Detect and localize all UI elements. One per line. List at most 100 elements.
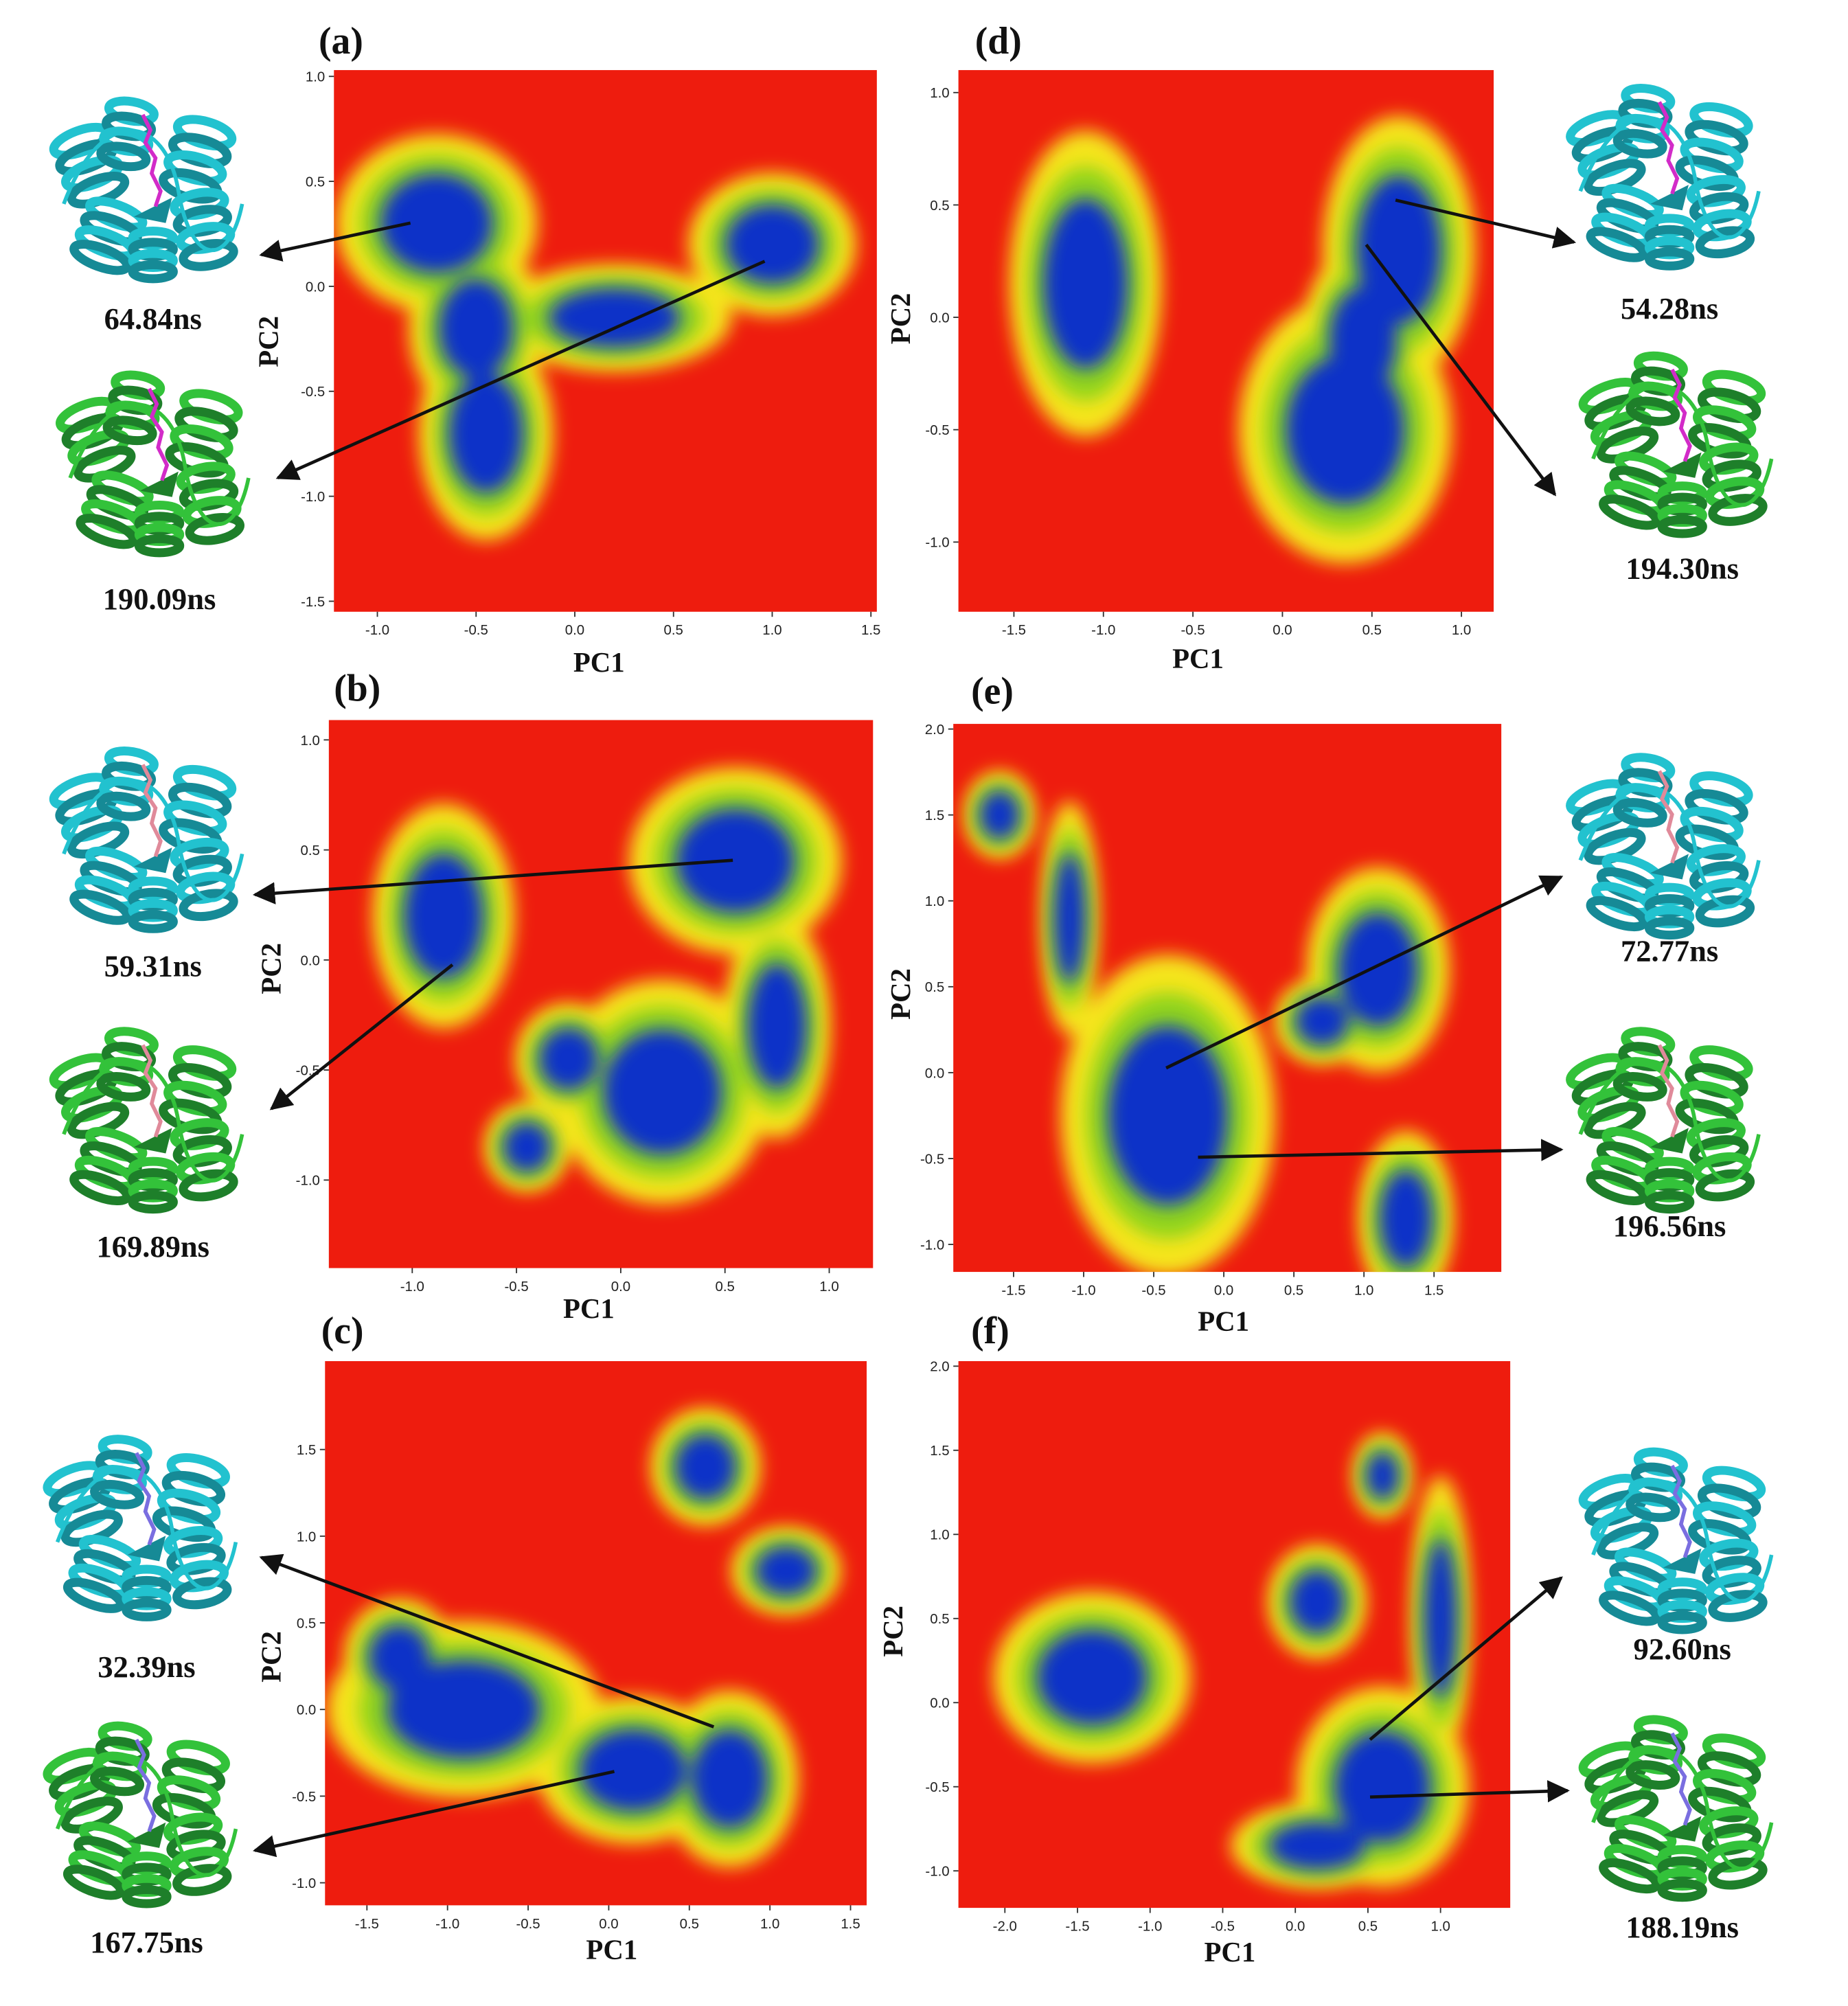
y-tick-label: 0.0	[925, 1066, 944, 1081]
x-axis-label: PC1	[573, 647, 625, 678]
y-tick-label: 1.5	[297, 1443, 316, 1458]
snapshot-time: 167.75ns	[90, 1925, 203, 1959]
loop	[1578, 115, 1761, 240]
ligand	[135, 1738, 157, 1832]
loop	[62, 1059, 244, 1183]
arrow	[1165, 875, 1564, 1070]
helix-turn	[1586, 1170, 1648, 1206]
protein-structure	[56, 370, 251, 558]
x-tick-label: -0.5	[464, 623, 488, 638]
helix-turn	[128, 1190, 178, 1214]
ligand	[141, 764, 163, 857]
ligand	[1670, 368, 1692, 462]
protein-structure	[1566, 1027, 1761, 1214]
helix-turn	[1625, 1760, 1680, 1790]
helix-turn	[96, 1072, 151, 1102]
y-tick-label: 1.0	[925, 894, 944, 909]
basin	[1268, 1821, 1366, 1870]
helix-turn	[69, 240, 132, 275]
basin	[1036, 1629, 1148, 1726]
helix-turn	[161, 1470, 226, 1507]
helix-turn	[179, 1169, 238, 1202]
ligand	[135, 1452, 157, 1546]
panel-label: (f)	[971, 1310, 1009, 1352]
x-tick-label: 1.0	[1354, 1283, 1373, 1298]
x-tick-label: 0.5	[1358, 1919, 1378, 1935]
helix-turn	[90, 1479, 145, 1509]
x-tick-label: 1.0	[1452, 623, 1471, 638]
helix-turn	[1599, 494, 1661, 530]
helix-turn	[1625, 396, 1680, 426]
y-axis-label: PC2	[885, 968, 916, 1020]
helix-turn	[168, 782, 232, 819]
basin	[1356, 175, 1441, 325]
helix-turn	[122, 1885, 172, 1908]
y-tick-label: 1.0	[930, 86, 949, 101]
helix-turn	[1685, 119, 1748, 156]
helix-turn	[1697, 1751, 1761, 1787]
loop	[62, 778, 244, 902]
loop	[1578, 1059, 1761, 1183]
basin	[1042, 198, 1128, 369]
snapshot-time: 54.28ns	[1621, 291, 1718, 326]
helix-turn	[174, 407, 238, 442]
helix-turn	[76, 514, 138, 549]
helix-turn	[96, 791, 151, 821]
helix-turn	[172, 1864, 232, 1896]
x-axis-label: PC1	[586, 1934, 637, 1965]
x-tick-label: 0.5	[664, 623, 683, 638]
basin	[1295, 996, 1349, 1046]
x-tick-label: 1.0	[760, 1917, 779, 1932]
basin	[387, 1660, 540, 1759]
helix-turn	[1695, 1169, 1755, 1202]
y-tick-label: -1.0	[292, 1876, 316, 1891]
panel-label: (d)	[975, 20, 1022, 62]
arrow	[275, 260, 766, 480]
basin	[676, 808, 795, 913]
sheet	[133, 847, 172, 874]
protein-structure	[1578, 1447, 1774, 1634]
x-tick-label: -1.0	[365, 623, 389, 638]
helix-turn	[69, 889, 132, 925]
helix-turn	[1697, 387, 1761, 424]
basin	[1379, 1170, 1433, 1268]
helix-turn	[166, 1740, 230, 1776]
helix-turn	[1657, 515, 1707, 538]
y-tick-label: 0.0	[300, 953, 319, 968]
helix-turn	[172, 1045, 237, 1081]
helix-turn	[179, 239, 238, 271]
y-tick-label: -0.5	[301, 385, 325, 400]
y-axis-label: PC2	[255, 943, 286, 994]
helix-turn	[1657, 1611, 1707, 1634]
y-tick-label: 1.5	[930, 1444, 949, 1459]
loop	[1591, 383, 1774, 508]
x-tick-label: -0.5	[1181, 623, 1205, 638]
basin	[503, 1121, 551, 1172]
arrow	[259, 1553, 715, 1729]
x-tick-label: -0.5	[516, 1917, 540, 1932]
basin	[548, 288, 681, 348]
basin	[1424, 1538, 1457, 1699]
basin	[755, 1546, 817, 1596]
loop	[55, 1467, 238, 1591]
helix-turn	[172, 764, 237, 801]
x-axis-label: PC1	[1204, 1937, 1255, 1968]
loop	[68, 402, 251, 527]
ligand	[1670, 1732, 1692, 1826]
helix-turn	[62, 1865, 126, 1900]
helix-turn	[1599, 1591, 1661, 1626]
x-tick-label: 0.0	[565, 623, 584, 638]
ligand	[1657, 770, 1680, 864]
helix-turn	[1644, 247, 1695, 271]
sheet	[1663, 1548, 1702, 1574]
x-tick-label: 1.5	[841, 1917, 860, 1932]
ligand	[147, 387, 170, 481]
helix-turn	[166, 1453, 230, 1489]
helix-turn	[1685, 789, 1748, 825]
sheet	[140, 471, 179, 497]
sheet	[1650, 854, 1689, 880]
helix-turn	[1702, 1466, 1766, 1502]
density-level	[380, 173, 819, 494]
helix-turn	[1599, 1858, 1661, 1894]
